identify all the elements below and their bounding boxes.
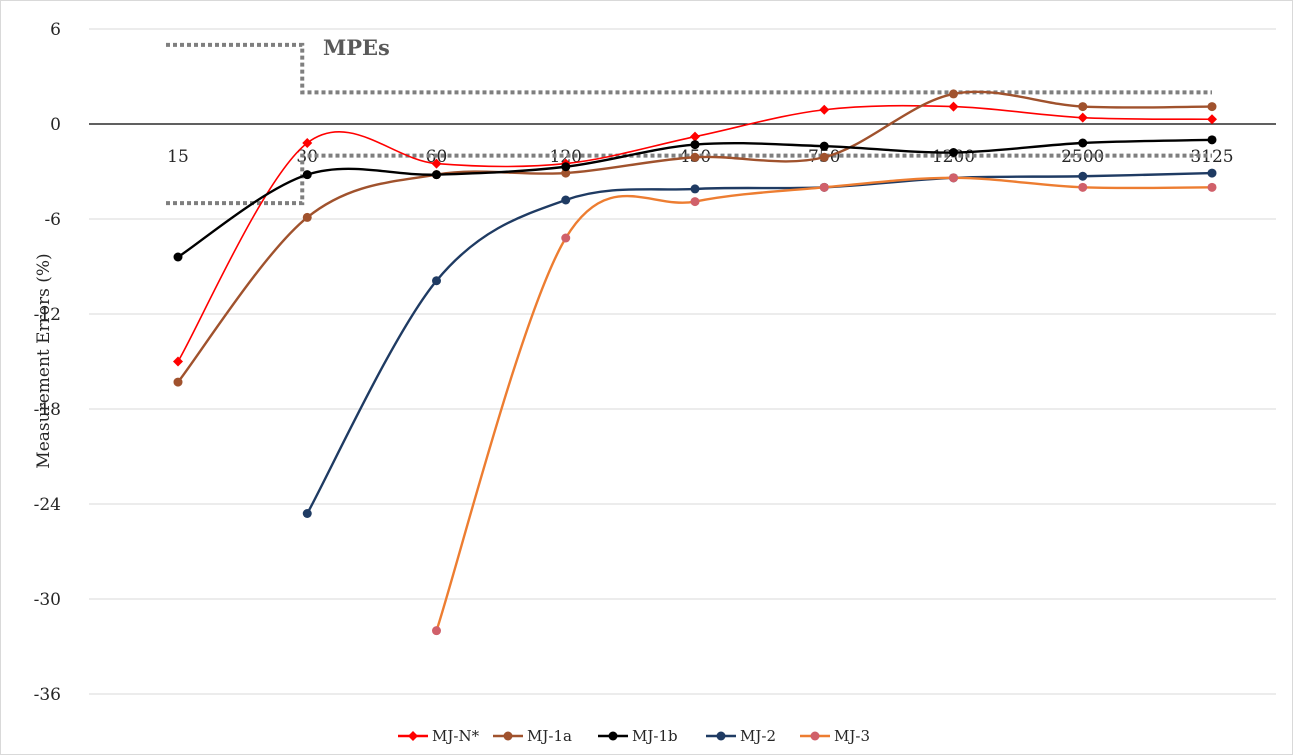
data-point — [949, 89, 958, 99]
data-point — [690, 140, 700, 150]
data-point — [173, 252, 183, 262]
data-point — [432, 626, 441, 636]
series-mj-1b — [173, 135, 1217, 262]
legend-marker — [408, 731, 418, 741]
data-point — [690, 197, 700, 207]
data-point — [1207, 114, 1217, 125]
legend-marker — [503, 731, 513, 741]
data-point — [819, 104, 830, 115]
data-point — [1078, 102, 1088, 112]
data-point — [1207, 182, 1217, 192]
series-line — [306, 171, 1213, 515]
data-point — [949, 173, 958, 183]
series — [173, 89, 1217, 636]
y-tick-label: -36 — [34, 685, 61, 705]
data-point — [1078, 171, 1088, 181]
legend-item: MJ-2 — [706, 727, 776, 745]
data-point — [690, 152, 700, 162]
labels: Measurement Errors (%) MPEs — [34, 35, 390, 469]
data-point — [561, 162, 571, 172]
data-point — [302, 138, 313, 148]
mpe-limits — [166, 42, 1212, 206]
legend-marker — [810, 731, 820, 741]
y-tick-label: -6 — [44, 210, 61, 230]
data-point — [561, 168, 571, 178]
legend-label: MJ-N* — [432, 727, 480, 745]
data-point — [1078, 182, 1088, 192]
mpe-lower-line — [166, 153, 1212, 206]
data-point — [948, 101, 959, 112]
y-tick-label: -18 — [34, 400, 61, 420]
series-line — [435, 176, 1213, 632]
legend-item: MJ-1b — [598, 727, 678, 745]
data-point — [302, 212, 312, 222]
legend-marker — [716, 731, 726, 741]
data-point — [1207, 168, 1217, 178]
data-point — [561, 195, 571, 205]
legend-item: MJ-N* — [398, 727, 480, 745]
legend-item: MJ-1a — [493, 727, 572, 745]
y-tick-label: -24 — [34, 495, 61, 515]
data-point — [431, 158, 442, 169]
x-tick-label: 15 — [167, 147, 189, 167]
y-tick-label: 6 — [50, 20, 61, 40]
legend-label: MJ-1b — [632, 727, 678, 745]
data-point — [432, 170, 441, 180]
data-point — [819, 141, 829, 151]
data-point — [949, 148, 958, 157]
data-point — [561, 233, 571, 243]
legend-label: MJ-1a — [527, 727, 572, 745]
y-axis-label: Measurement Errors (%) — [34, 253, 54, 468]
data-point — [690, 184, 700, 194]
legend-marker — [608, 731, 618, 741]
y-tick-label: -12 — [34, 305, 61, 325]
data-point — [1207, 135, 1217, 145]
data-point — [1207, 102, 1217, 112]
data-point — [173, 377, 183, 387]
axes: 60-6-12-18-24-30-36153060120450750120025… — [34, 20, 1276, 705]
data-point — [819, 182, 829, 192]
data-point — [819, 152, 829, 162]
series-mj-3 — [432, 173, 1217, 636]
mpe-annotation: MPEs — [323, 35, 390, 60]
legend-item: MJ-3 — [800, 727, 870, 745]
data-point — [302, 170, 312, 180]
data-point — [1078, 138, 1088, 148]
data-point — [1077, 112, 1088, 123]
series-mj-2 — [302, 168, 1217, 518]
gridlines — [89, 28, 1276, 695]
legend-label: MJ-2 — [740, 727, 776, 745]
data-point — [173, 356, 183, 367]
y-tick-label: 0 — [50, 115, 61, 135]
legend: MJ-N* MJ-1a MJ-1b MJ-2 MJ-3 — [398, 727, 870, 745]
data-point — [302, 509, 312, 518]
y-tick-label: -30 — [34, 590, 61, 610]
legend-label: MJ-3 — [834, 727, 870, 745]
series-mj-n- — [173, 101, 1217, 367]
x-tick-label: 2500 — [1061, 147, 1104, 167]
data-point — [690, 131, 700, 142]
data-point — [432, 276, 441, 286]
mpe-upper-line — [166, 42, 1212, 95]
